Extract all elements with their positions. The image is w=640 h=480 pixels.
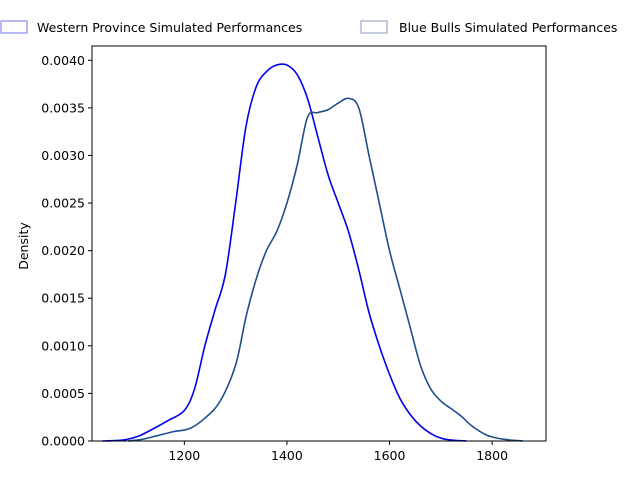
plot-area-frame bbox=[91, 45, 547, 442]
y-tick-label: 0.0005 bbox=[41, 386, 85, 401]
y-tick-label: 0.0015 bbox=[41, 291, 85, 306]
y-tick-label: 0.0025 bbox=[41, 196, 85, 211]
y-tick-label: 0.0010 bbox=[41, 338, 85, 353]
x-tick-label: 1200 bbox=[168, 448, 200, 463]
legend-label-blue-bulls: Blue Bulls Simulated Performances bbox=[399, 20, 617, 35]
y-tick-label: 0.0020 bbox=[41, 243, 85, 258]
x-tick-label: 1600 bbox=[374, 448, 406, 463]
legend-swatch-blue-bulls bbox=[360, 20, 388, 34]
axis-ticks: 1200 1400 1600 1800 0.0000 0.0005 0.0010 0.0015… bbox=[41, 53, 508, 463]
x-tick-label: 1800 bbox=[476, 448, 508, 463]
y-tick-label: 0.0000 bbox=[41, 434, 85, 449]
blue-bulls-density-line bbox=[127, 97, 523, 442]
y-tick-label: 0.0030 bbox=[41, 148, 85, 163]
legend: Western Province Simulated Performances … bbox=[0, 20, 617, 35]
legend-label-western-province: Western Province Simulated Performances bbox=[37, 20, 302, 35]
x-tick-label: 1400 bbox=[271, 448, 303, 463]
y-tick-label: 0.0035 bbox=[41, 100, 85, 115]
legend-swatch-western-province bbox=[0, 20, 28, 34]
y-tick-label: 0.0040 bbox=[41, 53, 85, 68]
series-lines bbox=[102, 63, 523, 442]
y-axis-label: Density bbox=[16, 222, 31, 270]
western-province-density-line bbox=[102, 63, 467, 442]
